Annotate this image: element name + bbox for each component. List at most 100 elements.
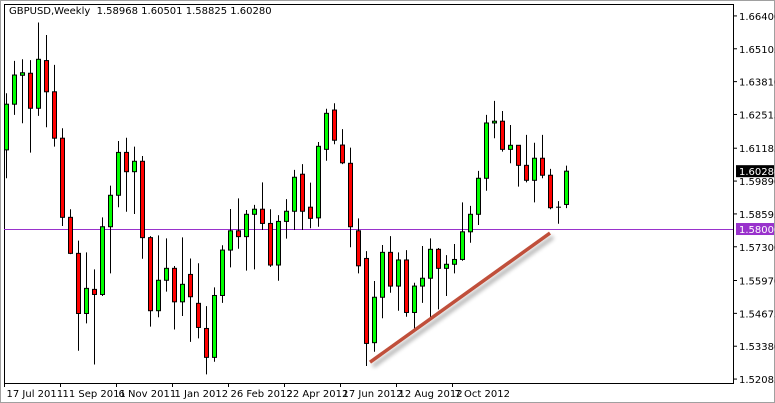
- candle-body: [380, 251, 385, 298]
- candle: [372, 281, 377, 352]
- candle-body: [436, 248, 441, 269]
- candle-body: [124, 151, 129, 173]
- candle-body: [516, 144, 521, 166]
- candle: [68, 209, 73, 255]
- candle: [340, 129, 345, 165]
- candle-body: [340, 144, 345, 164]
- candle: [12, 60, 17, 115]
- candle: [52, 64, 57, 147]
- candle-body: [44, 60, 49, 93]
- candle-body: [284, 210, 289, 222]
- candle-body: [540, 157, 545, 176]
- candle: [100, 217, 105, 296]
- candle-body: [84, 287, 89, 314]
- ohlc-readout: 1.58968 1.60501 1.58825 1.60280: [96, 6, 272, 17]
- candle-body: [356, 230, 361, 267]
- x-tick-label: 7 Oct 2012: [455, 389, 510, 400]
- candle: [540, 134, 545, 179]
- candle: [276, 215, 281, 281]
- y-tick-label: 1.58595: [739, 210, 775, 221]
- candle-body: [388, 251, 393, 287]
- candle-body: [132, 160, 137, 173]
- candle: [284, 199, 289, 239]
- candle: [452, 243, 457, 274]
- candle-body: [324, 112, 329, 150]
- candle: [260, 182, 265, 231]
- candle: [300, 164, 305, 231]
- candle: [220, 245, 225, 303]
- candle-body: [36, 58, 41, 109]
- candle: [532, 142, 537, 203]
- candle-body: [180, 283, 185, 303]
- candle: [188, 258, 193, 342]
- candle: [412, 282, 417, 332]
- candle-body: [260, 208, 265, 224]
- x-tick-label: 22 Apr 2012: [287, 389, 349, 400]
- candle-body: [236, 230, 241, 238]
- candle: [84, 252, 89, 324]
- horizontal-line-price-label-box: [736, 223, 774, 236]
- y-tick-label: 1.59890: [739, 177, 775, 188]
- y-tick-label: 1.57300: [739, 243, 775, 254]
- candle-body: [68, 216, 73, 254]
- candle-body: [228, 230, 233, 251]
- candle: [212, 287, 217, 362]
- candle-body: [452, 258, 457, 265]
- candle: [244, 209, 249, 271]
- candle-body: [12, 74, 17, 105]
- x-tick-label: 11 Sep 2011: [63, 389, 126, 400]
- candle: [268, 209, 273, 267]
- candle: [252, 204, 257, 270]
- candle: [28, 60, 33, 153]
- candle: [20, 59, 25, 124]
- candle: [156, 235, 161, 318]
- candle: [436, 248, 441, 310]
- candle: [4, 93, 9, 179]
- candle-body: [364, 257, 369, 344]
- candle: [388, 236, 393, 293]
- trendline-rising-trendline[interactable]: [368, 231, 552, 364]
- candle: [308, 182, 313, 229]
- candle: [292, 169, 297, 231]
- candle: [124, 137, 129, 212]
- candle: [564, 165, 569, 209]
- candle: [76, 240, 81, 351]
- candle: [556, 201, 561, 224]
- candle-body: [164, 267, 169, 281]
- candle: [348, 147, 353, 248]
- candle: [148, 236, 153, 327]
- y-tick-label: 1.66400: [739, 12, 775, 23]
- candle-body: [116, 151, 121, 196]
- candle: [428, 238, 433, 318]
- candle: [132, 146, 137, 215]
- candle-body: [276, 220, 281, 266]
- candle: [60, 128, 65, 226]
- candle-body: [300, 173, 305, 212]
- candle: [548, 168, 553, 210]
- candle-body: [468, 213, 473, 233]
- candle-body: [196, 302, 201, 328]
- candle-body: [188, 273, 193, 298]
- candle: [196, 263, 201, 339]
- candle: [508, 125, 513, 164]
- horizontal-line-price-label: 1.58000: [739, 225, 775, 236]
- y-tick-label: 1.62515: [739, 110, 775, 121]
- candle: [116, 140, 121, 208]
- candle: [332, 103, 337, 145]
- candle-body: [20, 72, 25, 76]
- candle: [492, 100, 497, 139]
- candle: [36, 22, 41, 116]
- candle-body: [476, 177, 481, 215]
- candle-body: [92, 288, 97, 295]
- current-price-label: 1.60280: [739, 167, 775, 178]
- candle: [420, 246, 425, 303]
- candle: [236, 198, 241, 249]
- candle-body: [500, 120, 505, 150]
- symbol-timeframe: GBPUSD,Weekly: [9, 6, 91, 17]
- x-tick-label: 17 Jun 2012: [343, 389, 403, 400]
- candle-body: [444, 263, 449, 269]
- candle: [500, 111, 505, 152]
- candle-body: [204, 327, 209, 358]
- y-tick-label: 1.53380: [739, 342, 775, 353]
